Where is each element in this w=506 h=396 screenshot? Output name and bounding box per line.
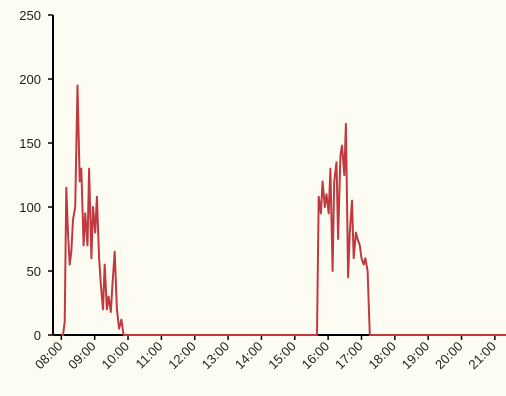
y-tick-label: 250 [19,8,41,23]
x-tick-label: 16:00 [299,339,333,373]
x-tick-label: 12:00 [165,339,199,373]
y-tick-label: 100 [19,200,41,215]
x-tick-label: 14:00 [232,339,266,373]
x-tick-label: 17:00 [332,339,366,373]
x-tick-label: 08:00 [32,339,66,373]
y-tick-label: 50 [27,264,41,279]
x-tick-label: 15:00 [265,339,299,373]
x-tick-label: 13:00 [199,339,233,373]
x-tick-label: 20:00 [432,339,466,373]
x-tick-label: 21:00 [465,339,499,373]
x-tick-label: 11:00 [133,339,166,372]
y-tick-label: 200 [19,72,41,87]
x-tick-label: 09:00 [65,339,99,373]
y-tick-label: 0 [34,328,41,343]
x-tick-label: 18:00 [365,339,399,373]
y-tick-label: 150 [19,136,41,151]
series-line [61,84,506,336]
x-tick-label: 19:00 [399,339,433,373]
x-tick-label: 10:00 [99,339,133,373]
